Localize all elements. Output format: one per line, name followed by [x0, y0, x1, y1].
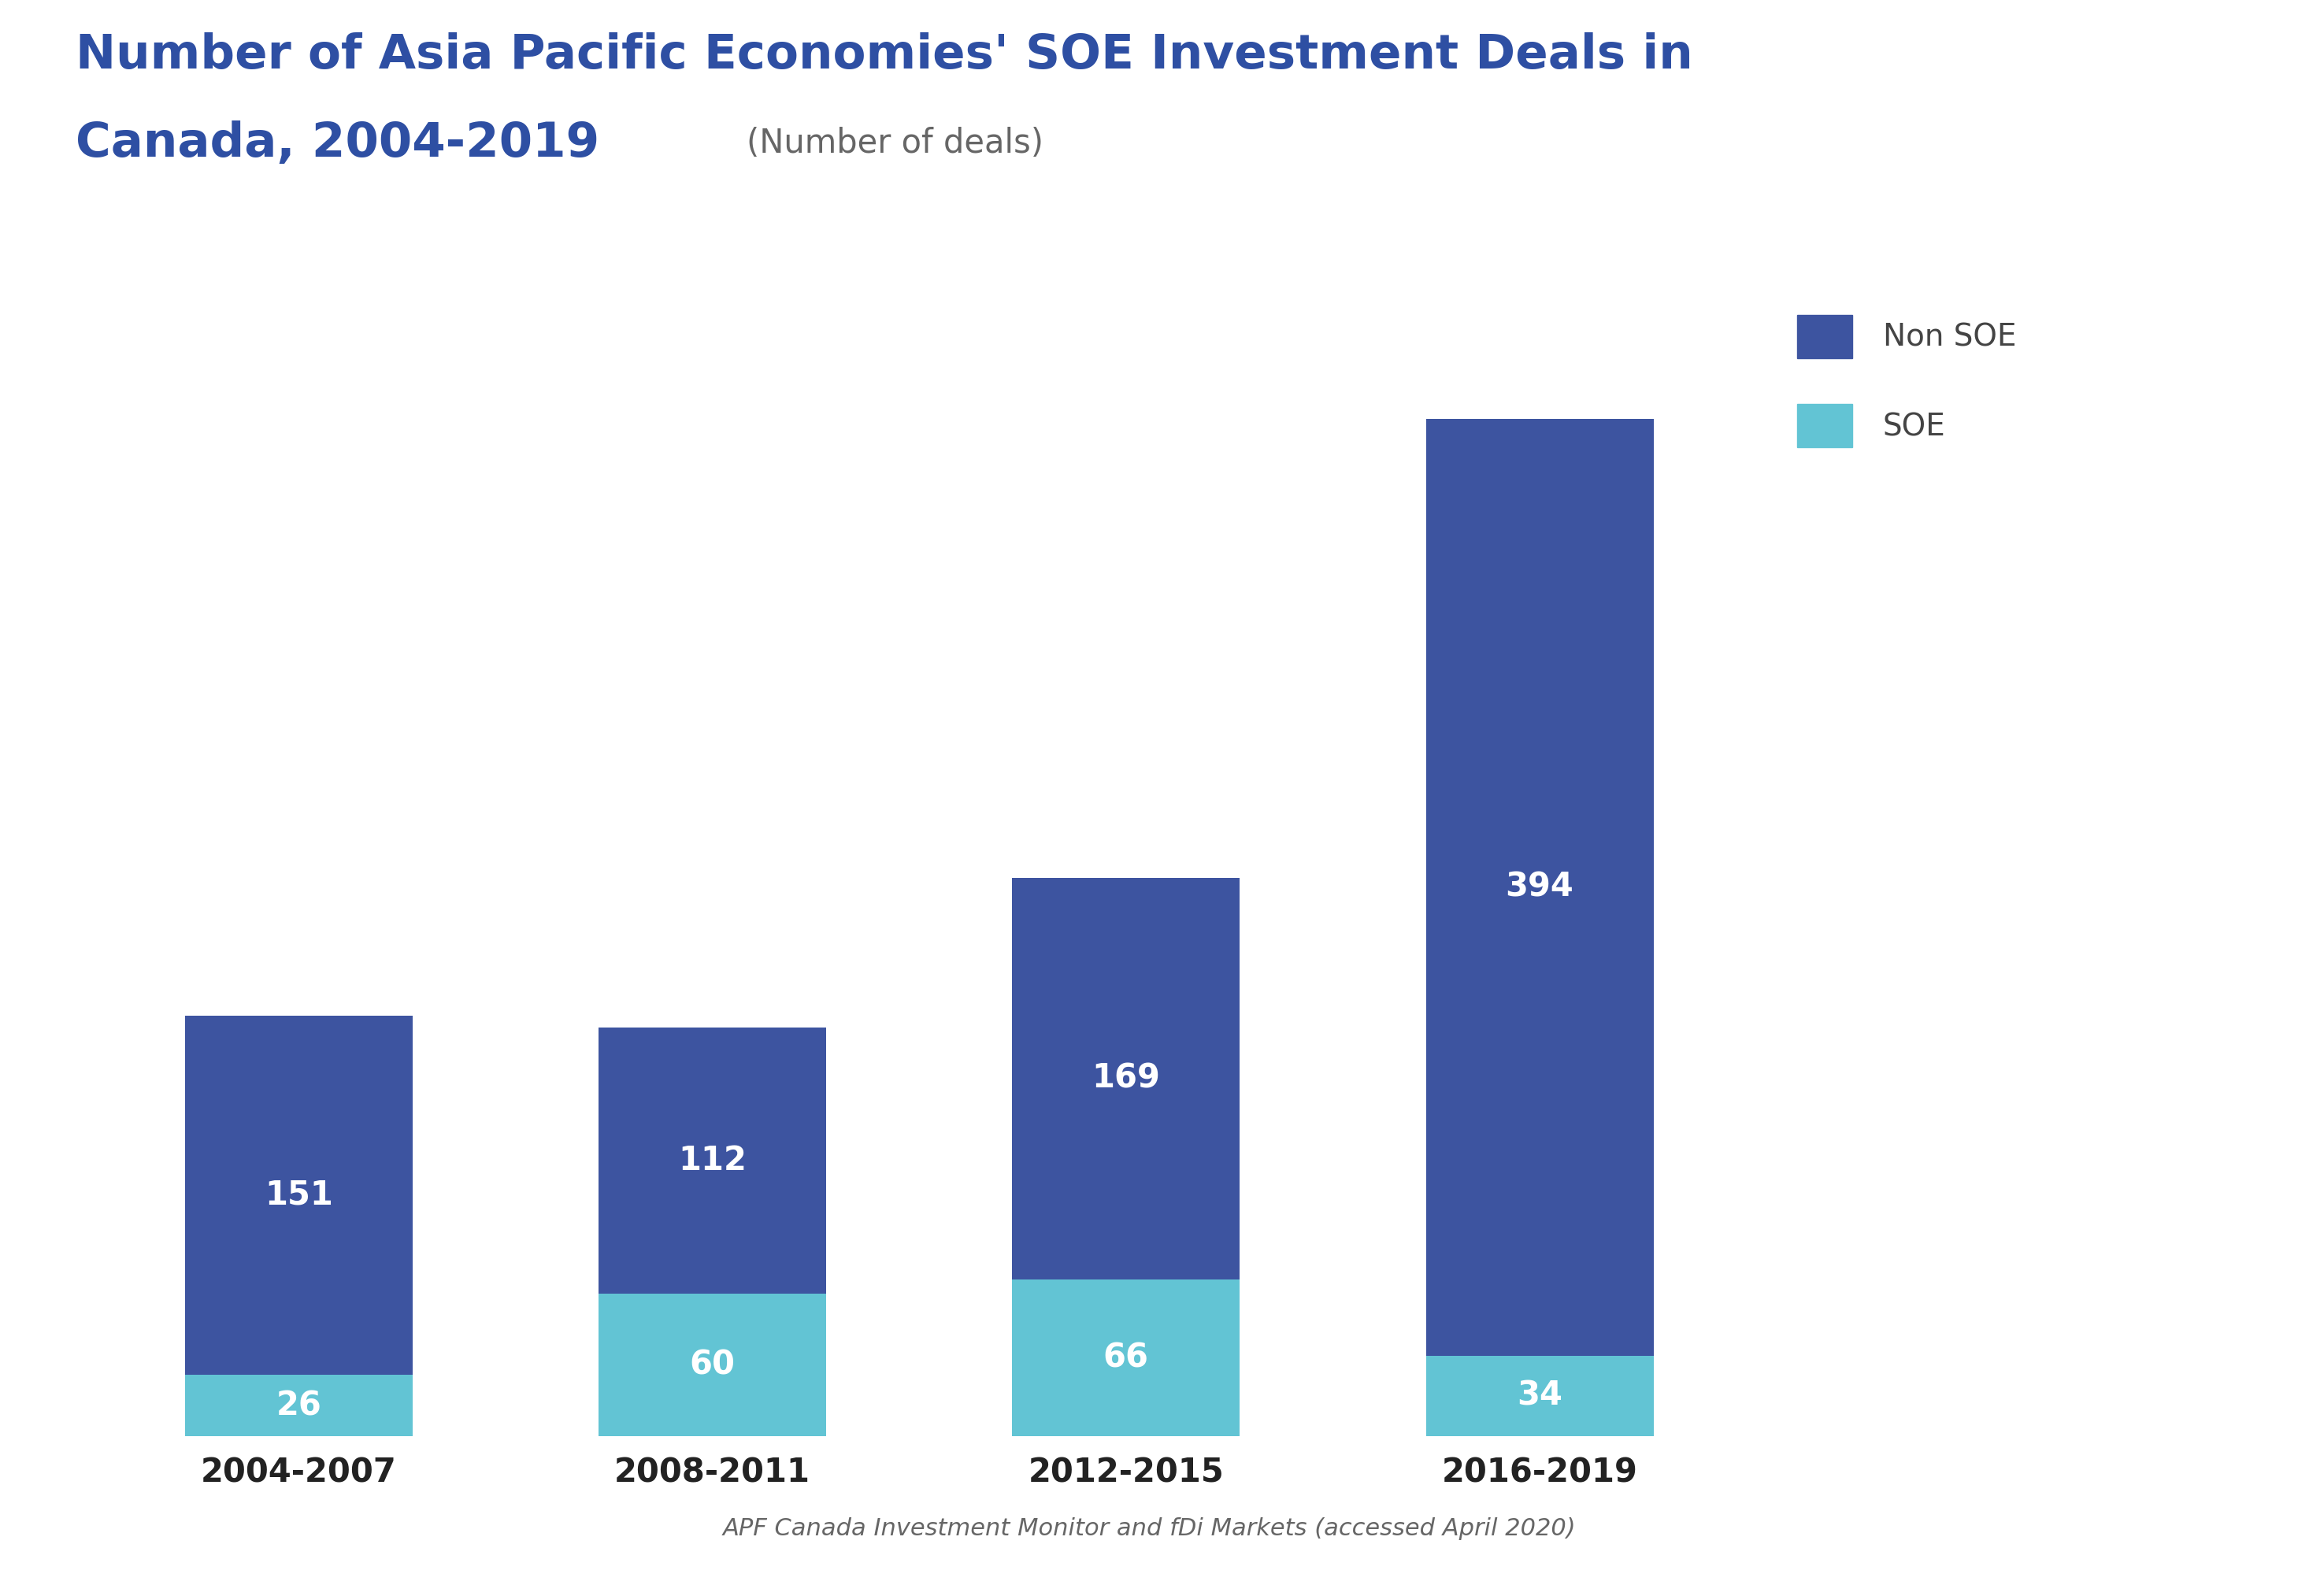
- Text: 26: 26: [276, 1389, 322, 1422]
- Bar: [186, 1015, 414, 1374]
- Text: APF Canada Investment Monitor and fDi Markets (accessed April 2020): APF Canada Investment Monitor and fDi Ma…: [722, 1518, 1576, 1540]
- Text: 60: 60: [689, 1349, 735, 1382]
- Bar: [1425, 1355, 1655, 1436]
- Text: 112: 112: [678, 1144, 747, 1178]
- Bar: [597, 1028, 827, 1294]
- Bar: [1013, 878, 1241, 1280]
- Text: 394: 394: [1505, 871, 1574, 903]
- Text: Canada, 2004-2019: Canada, 2004-2019: [76, 120, 600, 168]
- Bar: [1013, 1280, 1241, 1436]
- Text: 151: 151: [264, 1178, 333, 1211]
- Text: Number of Asia Pacific Economies' SOE Investment Deals in: Number of Asia Pacific Economies' SOE In…: [76, 32, 1694, 80]
- Bar: [1425, 420, 1655, 1355]
- Legend: Non SOE, SOE: Non SOE, SOE: [1786, 303, 2029, 460]
- Text: 34: 34: [1517, 1379, 1563, 1412]
- Text: 169: 169: [1092, 1061, 1160, 1095]
- Text: 66: 66: [1103, 1341, 1149, 1374]
- Text: (Number of deals): (Number of deals): [747, 128, 1043, 160]
- Bar: [186, 1374, 414, 1436]
- Bar: [597, 1294, 827, 1436]
